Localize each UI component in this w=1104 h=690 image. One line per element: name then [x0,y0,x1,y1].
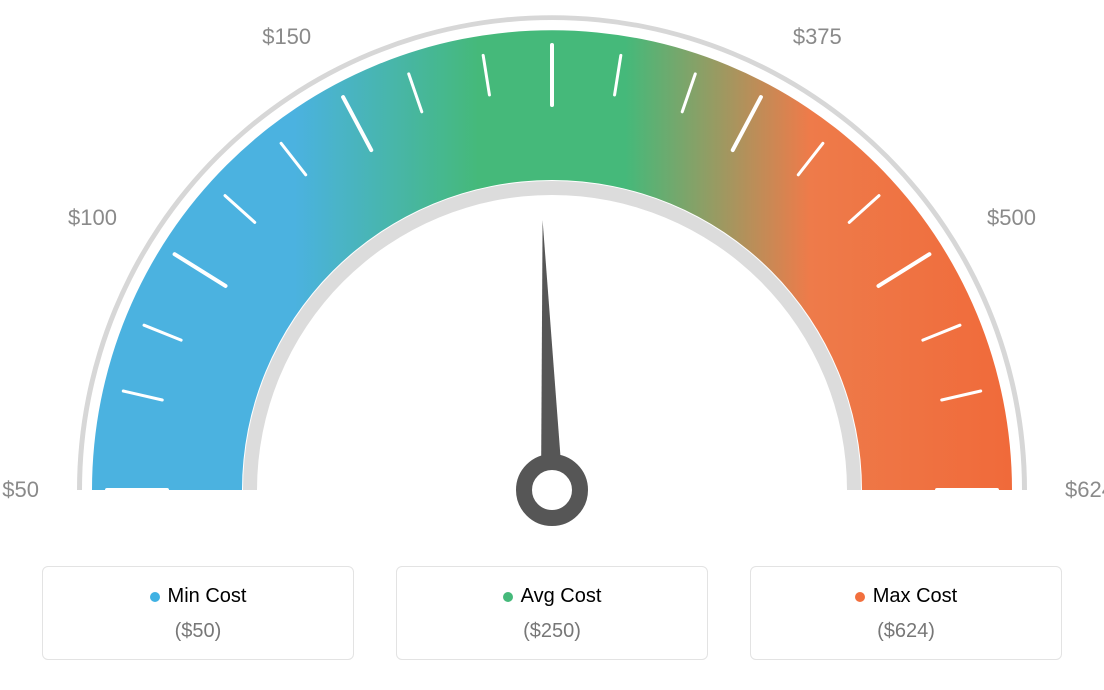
legend-row: Min Cost ($50) Avg Cost ($250) Max Cost … [0,566,1104,660]
legend-min-card: Min Cost ($50) [42,566,354,660]
max-dot [855,592,865,602]
legend-avg-value: ($250) [407,620,697,643]
gauge-svg [0,0,1104,560]
legend-max-label: Max Cost [873,585,957,608]
gauge-tick-label: $150 [262,24,311,50]
legend-min-value: ($50) [53,620,343,643]
gauge-tick-label: $100 [68,205,117,231]
legend-avg-card: Avg Cost ($250) [396,566,708,660]
gauge-tick-label: $624 [1065,477,1104,503]
min-dot [150,592,160,602]
legend-avg-label: Avg Cost [521,585,602,608]
avg-dot [503,592,513,602]
gauge-tick-label: $50 [2,477,39,503]
gauge-tick-label: $375 [793,24,842,50]
legend-max-value: ($624) [761,620,1051,643]
legend-max-card: Max Cost ($624) [750,566,1062,660]
gauge-tick-label: $500 [987,205,1036,231]
legend-min-label: Min Cost [168,585,247,608]
cost-gauge: $50$100$150$250$375$500$624 [0,0,1104,540]
